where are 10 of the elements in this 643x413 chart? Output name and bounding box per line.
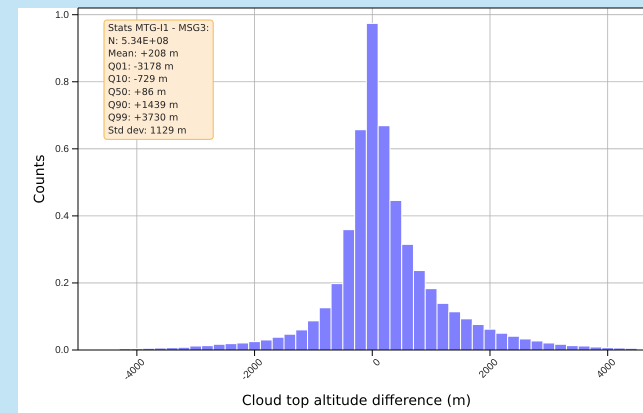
- y-tick-label: 0.4: [55, 211, 70, 222]
- y-tick-label: 0.6: [55, 144, 70, 156]
- y-tick-label: 0.2: [55, 278, 70, 290]
- y-axis-title: Counts: [32, 154, 48, 204]
- x-axis-title: Cloud top altitude difference (m): [242, 393, 472, 409]
- x-tick-label: 0: [371, 356, 384, 369]
- y-tick-label: 1.0: [55, 10, 70, 21]
- text: Stats MTG-I1 - MSG3: N: 5.34E+08 Mean: +208 m Q01: -3178 m Q10: -729 m Q50: +86 m Q90: +1439 m Q99: +3730 m Std dev: 1129 m: [108, 23, 210, 136]
- y-tick-label: 0.8: [55, 76, 70, 88]
- y-tick-label: 0.0: [55, 345, 70, 356]
